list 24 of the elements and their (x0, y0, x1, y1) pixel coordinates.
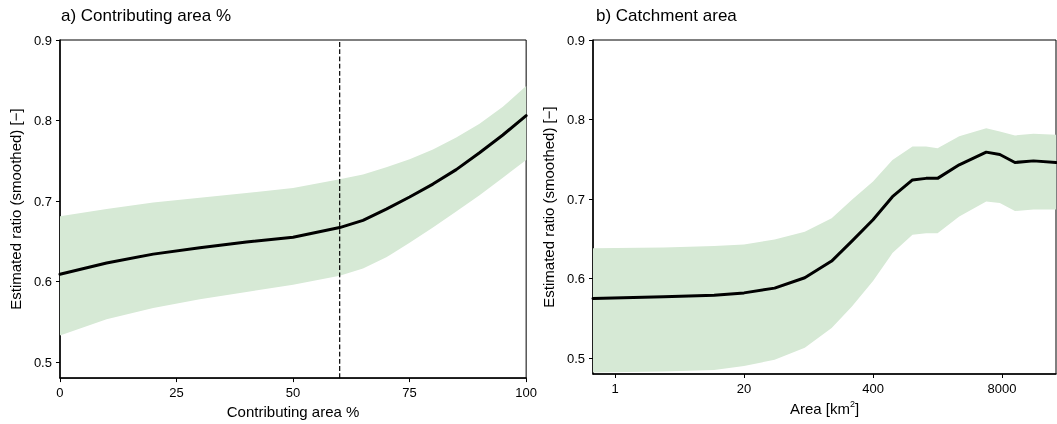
x-tick-label: 20 (736, 381, 752, 396)
y-tick-label: 0.9 (33, 32, 52, 48)
y-tick-label: 0.9 (566, 32, 585, 48)
y-tick-label: 0.7 (33, 193, 52, 209)
y-tick-label: 0.8 (566, 112, 585, 128)
y-tick-label: 0.6 (566, 271, 585, 287)
y-axis-title: Estimated ratio (smoothed) [−] (7, 108, 24, 310)
x-tick-label: 400 (862, 381, 884, 396)
y-tick-label: 0.5 (33, 354, 52, 370)
chart-title: b) Catchment area (596, 6, 738, 25)
y-tick-label: 0.6 (33, 274, 52, 289)
x-tick-label: 1 (611, 381, 619, 396)
y-tick-label: 0.8 (33, 113, 52, 128)
y-axis-title: Estimated ratio (smoothed) [−] (540, 106, 558, 308)
x-tick-label: 8000 (987, 381, 1017, 396)
x-tick-label: 0 (56, 385, 64, 401)
x-tick-label: 25 (169, 385, 184, 401)
x-axis-title: Contributing area % (226, 403, 360, 420)
y-tick-label: 0.5 (566, 350, 585, 366)
x-tick-label: 75 (402, 385, 417, 401)
x-tick-label: 100 (515, 385, 538, 401)
chart-title: a) Contributing area % (61, 6, 232, 25)
y-tick-label: 0.7 (566, 191, 585, 207)
x-tick-label: 50 (285, 385, 301, 401)
